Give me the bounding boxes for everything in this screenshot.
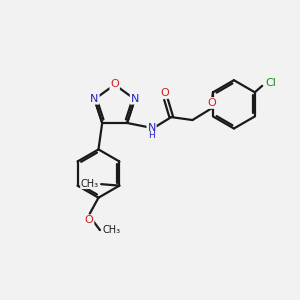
Text: N: N <box>130 94 139 104</box>
Text: O: O <box>85 215 93 225</box>
Text: CH₃: CH₃ <box>81 178 99 189</box>
Text: O: O <box>208 98 217 108</box>
Text: N: N <box>90 94 99 104</box>
Text: O: O <box>110 79 119 89</box>
Text: H: H <box>148 131 155 140</box>
Text: Cl: Cl <box>265 78 276 88</box>
Text: CH₃: CH₃ <box>103 225 121 235</box>
Text: N: N <box>147 123 156 133</box>
Text: O: O <box>160 88 169 98</box>
